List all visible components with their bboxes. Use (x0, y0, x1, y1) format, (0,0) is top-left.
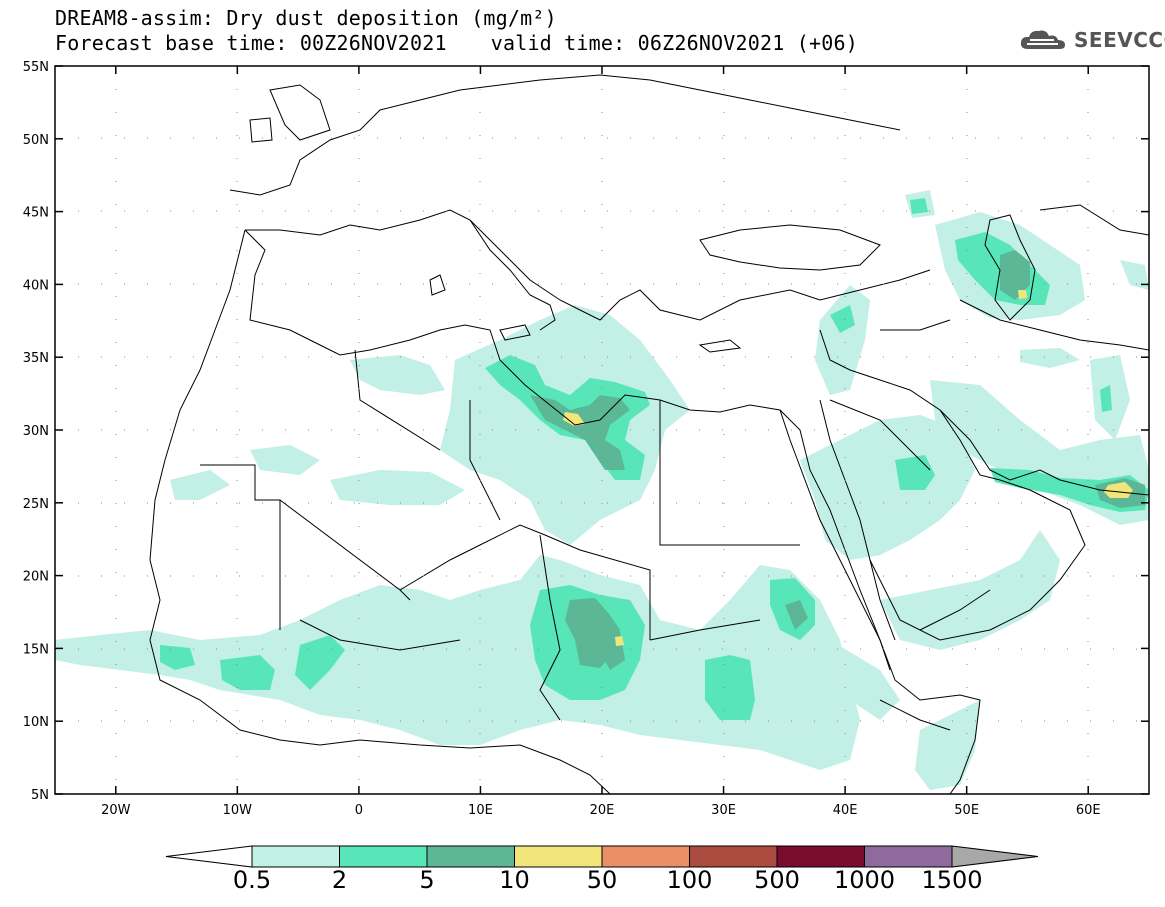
colorbar-max-arrow (951, 845, 1039, 868)
coastlines (149, 74, 1149, 794)
axis-ticks (55, 65, 1149, 795)
base-time: Forecast base time: 00Z26NOV2021 (55, 31, 447, 55)
axis-labels: 55N 50N 45N 40N 35N 30N 25N 20N 15N 10N 5N 20W 10W 0 1… (23, 60, 1101, 818)
colorbar-box (864, 845, 953, 868)
lon-tick-label: 10E (468, 803, 493, 818)
lat-tick-label: 15N (23, 642, 49, 657)
colorbar-box (514, 845, 603, 868)
map-title: DREAM8-assim: Dry dust deposition (mg/m²… (55, 6, 557, 30)
colorbar-label: 1500 (921, 866, 983, 894)
colorbar-label: 50 (586, 866, 618, 894)
lon-tick-label: 40E (833, 803, 858, 818)
lon-tick-label: 10W (223, 803, 253, 818)
seevccc-logo: SEEVCCC (1018, 26, 1165, 54)
colorbar-label: 0.5 (232, 866, 272, 894)
lat-tick-label: 45N (23, 206, 49, 221)
dust-level-10 (563, 290, 1133, 646)
lat-tick-label: 20N (23, 570, 49, 585)
lat-tick-label: 30N (23, 424, 49, 439)
lat-tick-label: 35N (23, 351, 49, 366)
colorbar-label: 100 (666, 866, 713, 894)
dust-shading (55, 190, 1149, 790)
colorbar-label: 2 (331, 866, 348, 894)
lon-tick-label: 20E (590, 803, 615, 818)
colorbar-label: 1000 (833, 866, 896, 894)
map-subtitle: Forecast base time: 00Z26NOV2021 valid ti… (55, 31, 858, 55)
lat-tick-label: 50N (23, 133, 49, 148)
colorbar (165, 845, 1039, 868)
colorbar-box (339, 845, 428, 868)
lat-tick-label: 55N (23, 60, 49, 75)
lat-tick-label: 10N (23, 715, 49, 730)
colorbar-box (776, 845, 865, 868)
colorbar-box (426, 845, 515, 868)
lon-tick-label: 60E (1076, 803, 1101, 818)
colorbar-box (689, 845, 778, 868)
lon-tick-label: 30E (711, 803, 736, 818)
dust-level-5 (530, 250, 1145, 670)
valid-time: valid time: 06Z26NOV2021 (+06) (490, 31, 858, 55)
lon-tick-label: 0 (355, 803, 363, 818)
lat-tick-label: 25N (23, 497, 49, 512)
colorbar-label: 500 (754, 866, 800, 894)
lon-tick-label: 50E (954, 803, 979, 818)
colorbar-label: 10 (499, 866, 530, 894)
colorbar-box (601, 845, 690, 868)
cloud-icon (1020, 30, 1065, 49)
colorbar-box (251, 845, 340, 868)
colorbar-label: 5 (419, 866, 435, 894)
colorbar-min-arrow (165, 845, 253, 868)
logo-text: SEEVCCC (1074, 28, 1165, 52)
lat-tick-label: 40N (23, 278, 49, 293)
lat-tick-label: 5N (31, 788, 49, 803)
lon-tick-label: 20W (101, 803, 131, 818)
